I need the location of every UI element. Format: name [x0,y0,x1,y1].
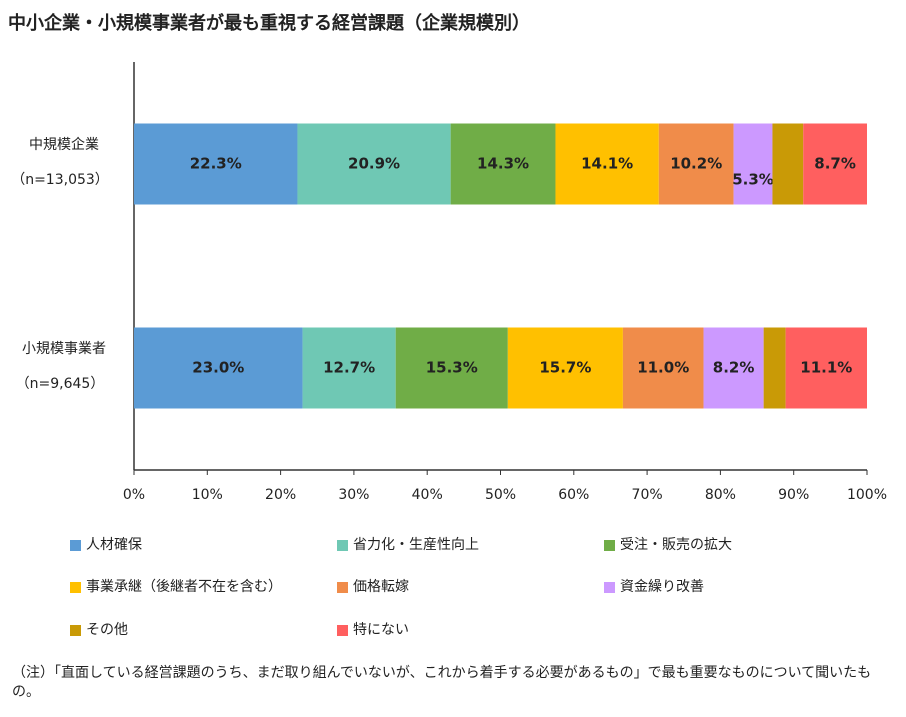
value-label: 10.2% [670,155,722,173]
x-tick-label: 90% [778,487,809,503]
value-label: 8.2% [713,359,755,377]
legend-label: その他 [86,622,128,638]
category-label: 小規模事業者 [22,341,106,357]
bar-segment [134,123,298,205]
x-tick-label: 70% [632,487,663,503]
value-label: 20.9% [348,155,400,173]
bar-segment [803,123,867,205]
value-label: 22.3% [190,155,242,173]
legend-swatch [70,540,81,551]
x-tick-label: 50% [485,487,516,503]
category-label: 中規模企業 [29,136,99,153]
x-tick-label: 10% [192,487,223,503]
value-label: 11.1% [800,359,852,377]
legend-swatch [337,540,348,551]
bar-segment [622,327,704,409]
bar-segment [703,327,764,409]
legend-swatch [70,625,81,636]
value-label: 14.1% [581,155,633,173]
value-label: 15.3% [426,359,478,377]
x-tick-label: 30% [338,487,369,503]
legend-label: 資金繰り改善 [620,579,704,595]
bar-segment [772,123,804,205]
category-note: （n=9,645） [16,376,105,392]
bar-segment [450,123,556,205]
x-tick-label: 60% [558,487,589,503]
legend-swatch [337,625,348,636]
x-tick-label: 80% [705,487,736,503]
legend-swatch [70,582,81,593]
legend-label: 事業承継（後継者不在を含む） [86,579,282,595]
legend-label: 人材確保 [86,537,142,553]
x-tick-label: 20% [265,487,296,503]
legend-label: 省力化・生産性向上 [353,537,479,553]
value-label: 15.7% [539,359,591,377]
x-tick-label: 40% [412,487,443,503]
bar-segment [297,123,451,205]
bar-segment [763,327,786,409]
x-tick-label: 100% [847,487,887,503]
chart-title: 中小企業・小規模事業者が最も重視する経営課題（企業規模別） [8,12,530,34]
bar-segment [302,327,396,409]
value-label: 5.3% [732,171,774,189]
category-note: （n=13,053） [11,172,109,188]
legend-swatch [604,582,615,593]
legend-swatch [604,540,615,551]
legend-label: 受注・販売の拡大 [620,537,732,553]
bar-segment [395,327,508,409]
bar-segment [658,123,734,205]
bar-segment [134,327,303,409]
value-label: 23.0% [192,359,244,377]
note: （注）「直面している経営課題のうち、まだ取り組んでいないが、これから着手する必要… [12,665,872,700]
bar-segment [733,123,773,205]
bar-segment [555,123,659,205]
value-label: 11.0% [637,359,689,377]
legend-swatch [337,582,348,593]
legend-label: 価格転嫁 [353,579,409,595]
chart: 中小企業・小規模事業者が最も重視する経営課題（企業規模別） 0% 10% 20% 30… [8,12,887,638]
value-label: 12.7% [323,359,375,377]
bar-segment [785,327,867,409]
x-tick-label: 0% [123,487,145,503]
legend-label: 特にない [353,622,409,638]
value-label: 8.7% [814,155,856,173]
bar-segment [507,327,623,409]
value-label: 14.3% [477,155,529,173]
